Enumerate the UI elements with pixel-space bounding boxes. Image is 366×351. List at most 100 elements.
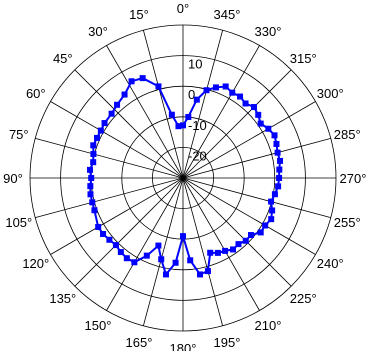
data-point	[222, 247, 229, 254]
grid-spoke	[143, 30, 184, 179]
angle-tick-label: 345°	[214, 7, 241, 22]
grid-spoke	[106, 177, 184, 311]
data-point	[269, 207, 276, 214]
data-point	[108, 110, 115, 117]
data-point	[90, 159, 97, 166]
data-point	[271, 132, 278, 139]
angle-tick-labels: 0° 345° 330° 315° 300° 285° 270° 255° 240° 225° 21…	[3, 1, 366, 351]
grid-spoke	[35, 138, 184, 179]
angle-tick-label: 90°	[3, 171, 23, 186]
radial-tick-labels: -20 -10 0 10	[188, 57, 207, 164]
angle-tick-label: 75°	[9, 127, 29, 142]
data-point	[97, 127, 104, 134]
angle-tick-label: 285°	[334, 127, 361, 142]
grid-spoke	[182, 177, 223, 326]
angle-tick-label: 240°	[317, 256, 344, 271]
grid-spoke	[74, 69, 184, 179]
data-point	[162, 271, 169, 278]
data-point	[87, 166, 94, 173]
data-point	[100, 230, 107, 237]
data-point	[203, 87, 210, 94]
grid-spoke	[182, 45, 260, 179]
data-point	[255, 111, 262, 118]
data-point	[204, 268, 211, 275]
data-point	[101, 120, 108, 127]
grid-spoke	[50, 101, 184, 179]
angle-tick-label: 195°	[214, 335, 241, 350]
data-point	[242, 237, 249, 244]
radial-tick-label: -10	[188, 118, 207, 133]
data-point	[90, 142, 97, 149]
angle-tick-label: 0°	[177, 1, 189, 16]
data-point	[94, 134, 101, 141]
data-point	[276, 175, 283, 181]
grid-spoke	[182, 177, 331, 218]
grid-spoke	[50, 177, 184, 255]
radial-tick-label: 0	[188, 87, 195, 102]
data-series	[87, 75, 284, 278]
grid-spoke	[182, 177, 316, 255]
data-point	[197, 271, 204, 278]
data-point	[155, 83, 162, 90]
angle-tick-label: 135°	[49, 291, 76, 306]
data-point	[207, 249, 214, 256]
data-point	[180, 233, 186, 240]
angle-tick-label: 45°	[53, 51, 73, 66]
data-point	[112, 242, 119, 249]
data-point	[250, 104, 257, 111]
data-point	[257, 120, 264, 127]
series-line	[88, 77, 282, 277]
data-point	[257, 229, 264, 236]
angle-tick-label: 60°	[26, 86, 46, 101]
angle-tick-label: 150°	[85, 318, 112, 333]
data-point	[212, 84, 219, 91]
data-point	[89, 199, 96, 206]
angle-tick-label: 330°	[255, 24, 282, 39]
data-point	[175, 123, 182, 130]
data-point	[268, 198, 275, 205]
data-point	[143, 252, 150, 259]
data-point	[168, 111, 175, 118]
data-point	[277, 157, 284, 164]
angle-tick-label: 210°	[255, 318, 282, 333]
data-point	[128, 78, 135, 85]
data-point	[274, 149, 281, 156]
data-point	[158, 256, 165, 263]
data-point	[131, 259, 138, 266]
data-point	[88, 175, 95, 181]
data-point	[268, 216, 275, 223]
data-point	[229, 89, 236, 96]
angle-tick-label: 300°	[317, 86, 344, 101]
data-point	[117, 249, 124, 256]
grid-spoke	[182, 30, 223, 179]
data-point	[87, 191, 94, 198]
data-point	[265, 125, 272, 132]
data-point	[230, 246, 237, 253]
angle-tick-label: 180°	[170, 341, 197, 351]
data-point	[139, 75, 146, 82]
data-point	[87, 183, 94, 190]
angle-tick-label: 165°	[126, 335, 153, 350]
angle-tick-label: 30°	[88, 24, 108, 39]
data-point	[262, 222, 269, 229]
angle-tick-label: 255°	[334, 215, 361, 230]
data-point	[276, 166, 283, 173]
data-point	[180, 122, 186, 129]
grid-spoke	[182, 69, 292, 179]
data-point	[187, 257, 194, 264]
angle-tick-label: 270°	[340, 171, 366, 186]
data-point	[172, 259, 179, 266]
data-point	[271, 191, 278, 198]
data-point	[247, 232, 254, 239]
grid-spoke	[182, 101, 316, 179]
data-point	[95, 223, 102, 230]
data-point	[106, 236, 113, 243]
data-point	[214, 249, 221, 256]
radial-tick-label: -20	[188, 148, 207, 163]
data-point	[273, 140, 280, 147]
grid-spoke	[182, 177, 260, 311]
grid-spoke	[182, 177, 292, 287]
angle-tick-label: 120°	[22, 256, 49, 271]
data-point	[275, 183, 282, 190]
